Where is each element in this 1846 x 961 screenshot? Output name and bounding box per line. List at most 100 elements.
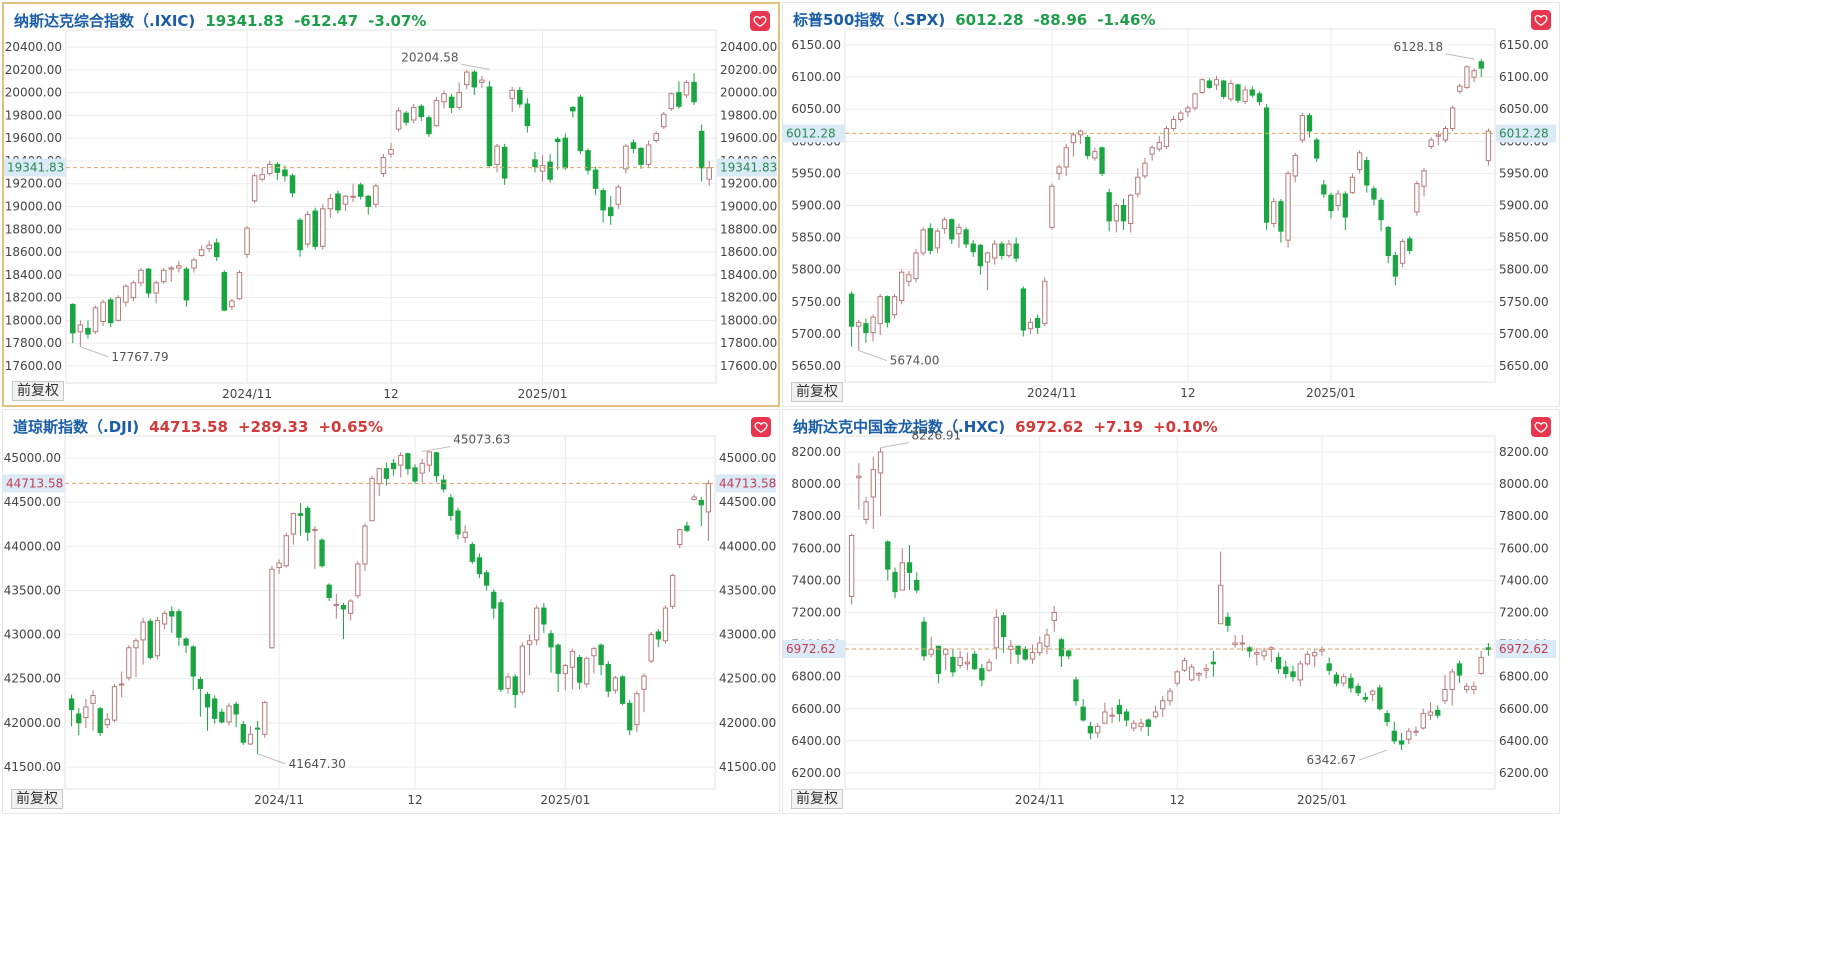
candle[interactable] (269, 565, 275, 649)
candle[interactable] (244, 225, 250, 258)
candle[interactable] (1131, 720, 1137, 732)
candle[interactable] (1485, 128, 1492, 166)
candle[interactable] (964, 652, 971, 671)
candle[interactable] (1275, 652, 1282, 674)
candle[interactable] (76, 707, 82, 736)
candle[interactable] (1006, 240, 1012, 259)
candle[interactable] (570, 106, 576, 118)
candle[interactable] (913, 249, 919, 283)
candle[interactable] (1170, 115, 1177, 132)
candle[interactable] (517, 86, 523, 108)
candle[interactable] (877, 447, 884, 517)
price-adjustment-button[interactable]: 前复权 (791, 382, 843, 402)
candle[interactable] (1333, 671, 1340, 687)
candle[interactable] (885, 540, 891, 581)
candle[interactable] (204, 691, 211, 731)
candle[interactable] (426, 115, 432, 138)
candle[interactable] (1142, 158, 1148, 179)
candle[interactable] (1020, 286, 1026, 337)
candle[interactable] (390, 458, 397, 476)
candle[interactable] (70, 303, 76, 344)
candle[interactable] (863, 318, 869, 343)
candle[interactable] (921, 617, 927, 661)
candle[interactable] (899, 548, 905, 591)
candle[interactable] (1321, 179, 1327, 198)
candle[interactable] (1099, 146, 1105, 176)
candle[interactable] (240, 721, 246, 745)
candle[interactable] (126, 645, 132, 681)
candle[interactable] (1428, 137, 1434, 150)
candle[interactable] (412, 464, 418, 484)
candle[interactable] (653, 131, 659, 143)
chart-panel[interactable]: 标普500指数（.SPX) 6012.28 -88.96 -1.46% 前复权 6150.… (782, 2, 1560, 407)
candle[interactable] (607, 196, 614, 225)
candle[interactable] (333, 593, 339, 619)
candle[interactable] (562, 133, 569, 171)
candle[interactable] (1145, 718, 1151, 737)
candle[interactable] (877, 294, 883, 336)
candle[interactable] (236, 270, 243, 300)
candle[interactable] (1283, 660, 1289, 679)
candle[interactable] (1355, 683, 1361, 696)
candle[interactable] (1235, 83, 1241, 103)
candle[interactable] (1342, 191, 1348, 230)
candle[interactable] (1297, 660, 1303, 687)
candle[interactable] (1435, 131, 1441, 146)
candle[interactable] (984, 251, 991, 291)
candle[interactable] (1378, 197, 1384, 232)
candle[interactable] (612, 676, 619, 694)
candle[interactable] (691, 73, 697, 106)
candle[interactable] (1471, 681, 1477, 695)
candle[interactable] (1407, 236, 1413, 255)
candle[interactable] (539, 155, 546, 182)
candle[interactable] (1123, 708, 1130, 727)
candle[interactable] (1113, 202, 1119, 233)
candle[interactable] (138, 267, 144, 287)
candle[interactable] (1106, 188, 1112, 232)
candle[interactable] (1464, 65, 1470, 89)
candle[interactable] (355, 561, 361, 599)
candle[interactable] (935, 645, 942, 684)
candle[interactable] (1278, 199, 1284, 243)
candle[interactable] (505, 673, 511, 694)
candle[interactable] (706, 160, 712, 187)
candle[interactable] (233, 701, 239, 728)
candle[interactable] (848, 291, 855, 347)
candle[interactable] (1326, 657, 1332, 676)
candle[interactable] (1384, 710, 1390, 727)
candle[interactable] (115, 295, 122, 322)
candle[interactable] (1398, 732, 1405, 751)
candlestick-chart[interactable]: 6150.00 6150.00 6100.00 6100.00 6050.00 6050.… (783, 3, 1557, 404)
candle[interactable] (1217, 551, 1224, 625)
candle[interactable] (1210, 651, 1217, 677)
candle[interactable] (655, 629, 661, 647)
candle[interactable] (1246, 646, 1253, 658)
candle[interactable] (662, 605, 669, 644)
candlestick-chart[interactable]: 8200.00 8200.00 8000.00 8000.00 7800.00 7800.… (783, 410, 1557, 811)
candle[interactable] (160, 267, 167, 284)
candle[interactable] (1213, 75, 1220, 90)
candle[interactable] (577, 94, 584, 155)
candle[interactable] (1271, 197, 1277, 228)
candle[interactable] (971, 651, 978, 671)
candle[interactable] (274, 162, 281, 181)
candle[interactable] (977, 244, 984, 275)
candle[interactable] (254, 721, 261, 754)
price-adjustment-button[interactable]: 前复权 (12, 381, 64, 401)
candle[interactable] (920, 227, 926, 256)
candle[interactable] (247, 726, 254, 745)
candle[interactable] (418, 104, 425, 122)
candle[interactable] (486, 81, 493, 168)
candle[interactable] (1442, 675, 1448, 704)
candle[interactable] (584, 656, 590, 688)
candle[interactable] (276, 559, 282, 574)
candle[interactable] (133, 638, 139, 677)
price-adjustment-button[interactable]: 前复权 (11, 789, 63, 809)
candle[interactable] (1471, 68, 1477, 83)
candle[interactable] (856, 319, 862, 351)
candle[interactable] (598, 643, 604, 676)
candle[interactable] (884, 295, 891, 328)
candle[interactable] (957, 651, 963, 669)
candle[interactable] (1120, 199, 1127, 230)
candle[interactable] (592, 166, 599, 196)
